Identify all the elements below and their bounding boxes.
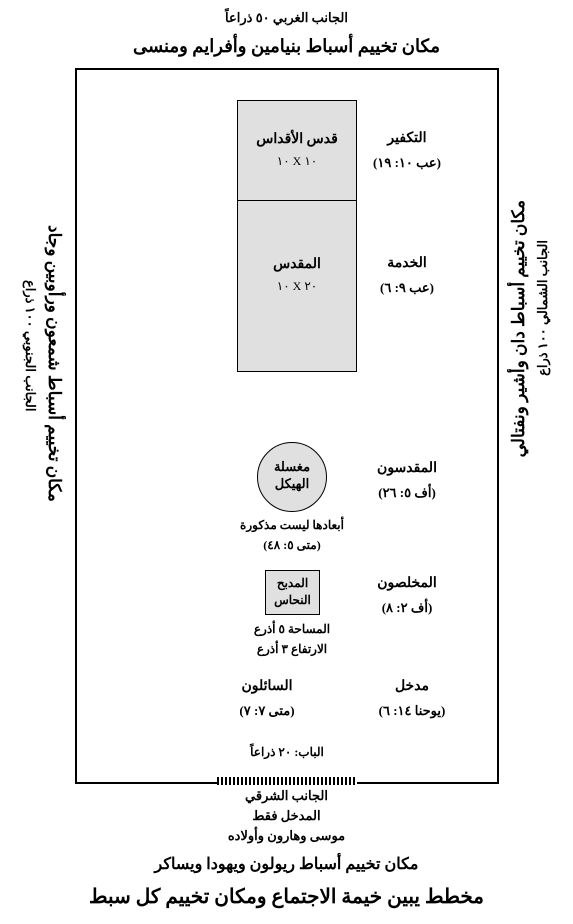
seekers-label: السائلون (متى ٧: ٧) bbox=[217, 678, 317, 719]
priests-label: موسى وهارون وأولاده bbox=[0, 828, 573, 844]
altar-line2: النحاس bbox=[266, 592, 319, 609]
holy-place-title: المقدس bbox=[238, 256, 356, 273]
laver-line1: مغسلة bbox=[258, 459, 326, 476]
sanctified-label: المقدسون (أف ٥: ٢٦) bbox=[357, 460, 457, 501]
sanctified-title: المقدسون bbox=[357, 460, 457, 477]
saved-title: المخلصون bbox=[357, 575, 457, 592]
laver-note: أبعادها ليست مذكورة bbox=[197, 518, 387, 533]
laver-circle: مغسلة الهيكل bbox=[257, 442, 327, 512]
service-title: الخدمة bbox=[357, 255, 457, 272]
east-side-label: الجانب الشرقي bbox=[0, 788, 573, 804]
entrance-only-label: المدخل فقط bbox=[0, 808, 573, 824]
holy-of-holies-title: قدس الأقداس bbox=[238, 131, 356, 148]
gate-label: الباب: ٢٠ ذراعاً bbox=[77, 745, 497, 760]
altar-line1: المدبح bbox=[266, 575, 319, 592]
gate-hatch bbox=[217, 777, 357, 785]
tabernacle-diagram: الجانب الغربي ٥٠ ذراعاً مكان تخييم أسباط… bbox=[0, 0, 573, 924]
entrance-ref: (يوحنا ١٤: ٦) bbox=[367, 703, 457, 719]
seekers-title: السائلون bbox=[217, 678, 317, 695]
service-ref: (عب ٩: ٦) bbox=[357, 280, 457, 296]
sanctified-ref: (أف ٥: ٢٦) bbox=[357, 485, 457, 501]
holy-of-holies-box: قدس الأقداس ١٠ X ١٠ bbox=[238, 101, 356, 201]
altar-dim2: الارتفاع ٣ أذرع bbox=[197, 642, 387, 657]
saved-label: المخلصون (أف ٢: ٨) bbox=[357, 575, 457, 616]
laver-ref: (متى ٥: ٤٨) bbox=[197, 538, 387, 553]
courtyard-rect: قدس الأقداس ١٠ X ١٠ المقدس ٢٠ X ١٠ التكف… bbox=[75, 68, 499, 784]
north-tribes-label: مكان تخييم أسباط دان وأشير ونفتالي bbox=[509, 200, 529, 457]
altar-box: المدبح النحاس bbox=[265, 570, 320, 615]
altar-dim1: المساحة ٥ أذرع bbox=[197, 622, 387, 637]
south-tribes-label: مكان تخييم أسباط شمعون ورأوبين وجاد bbox=[44, 225, 64, 502]
west-side-label: الجانب الغربي ٥٠ ذراعاً bbox=[0, 10, 573, 26]
entrance-title: مدخل bbox=[367, 678, 457, 695]
holy-place-dim: ٢٠ X ١٠ bbox=[238, 279, 356, 294]
seekers-ref: (متى ٧: ٧) bbox=[217, 703, 317, 719]
atonement-label: التكفير (عب ١٠: ١٩) bbox=[357, 130, 457, 171]
atonement-ref: (عب ١٠: ١٩) bbox=[357, 155, 457, 171]
tabernacle-structure: قدس الأقداس ١٠ X ١٠ المقدس ٢٠ X ١٠ bbox=[237, 100, 357, 372]
holy-of-holies-dim: ١٠ X ١٠ bbox=[238, 154, 356, 169]
west-tribes-label: مكان تخييم أسباط بنيامين وأفرايم ومنسى bbox=[0, 36, 573, 57]
south-axis-label: الجانب الجنوبي ١٠٠ ذراع bbox=[22, 280, 38, 412]
service-label: الخدمة (عب ٩: ٦) bbox=[357, 255, 457, 296]
north-axis-label: الجانب الشمالي ١٠٠ ذراع bbox=[535, 240, 551, 376]
entrance-label: مدخل (يوحنا ١٤: ٦) bbox=[367, 678, 457, 719]
east-tribes-label: مكان تخييم أسباط ريولون ويهودا ويساكر bbox=[0, 854, 573, 874]
laver-line2: الهيكل bbox=[258, 476, 326, 493]
atonement-title: التكفير bbox=[357, 130, 457, 147]
diagram-caption: مخطط يبين خيمة الاجتماع ومكان تخييم كل س… bbox=[0, 884, 573, 909]
saved-ref: (أف ٢: ٨) bbox=[357, 600, 457, 616]
holy-place-box: المقدس ٢٠ X ١٠ bbox=[238, 201, 356, 371]
